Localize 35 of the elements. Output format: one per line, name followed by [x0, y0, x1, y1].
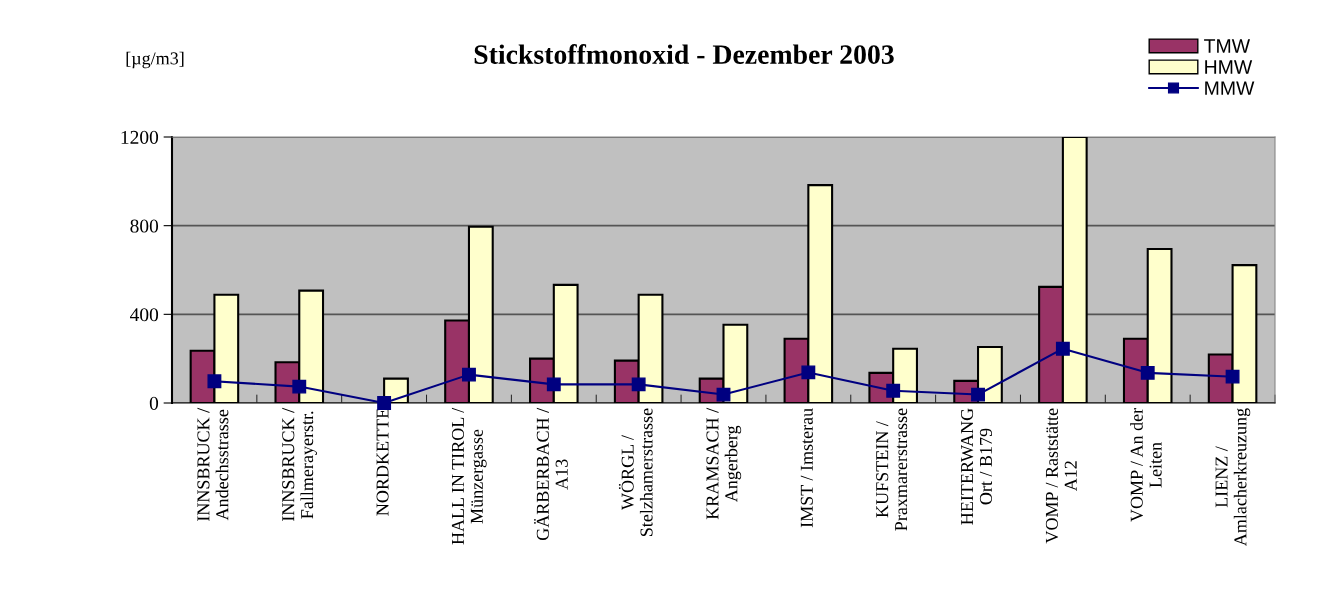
point: [377, 396, 392, 410]
legend-label: TMW: [1204, 39, 1250, 53]
x-tick-label: VOMP / Raststätte A12: [1045, 408, 1077, 544]
x-tick-label: GÄRBERBACH / A13: [534, 407, 568, 541]
point: [971, 387, 985, 402]
x-tick-label: INNSBRUCK / Andechsstrasse: [197, 407, 229, 522]
chart-title: Stickstoffmonoxid - Dezember 2003: [474, 44, 894, 64]
x-tick-label: KUFSTEIN / Praxmarerstrasse: [876, 408, 908, 531]
y-tick-label: 400: [130, 308, 159, 322]
point: [546, 377, 561, 392]
legend-label: HMW: [1205, 60, 1253, 74]
point: [801, 365, 816, 380]
point: [1140, 365, 1155, 380]
point: [1055, 341, 1070, 356]
point: [886, 383, 901, 398]
legend-label: MMW: [1205, 81, 1255, 95]
x-tick-label: KRAMSACH / Angerberg: [706, 407, 742, 520]
y-axis-title: [µg/m3]: [126, 51, 184, 69]
point: [716, 387, 731, 402]
x-tick-label: HALL IN TIROL / Münzergasse: [451, 407, 487, 545]
x-tick-label: VOMP / An der Leiten: [1130, 408, 1162, 522]
point: [207, 374, 222, 389]
x-tick-label: IMST / Imsterau: [800, 408, 813, 528]
y-tick-label: 0: [149, 396, 159, 410]
y-tick-label: 1200: [121, 130, 159, 144]
x-tick-label: LIENZ / Amlacherkreuzung: [1215, 408, 1251, 547]
point: [1225, 369, 1240, 384]
x-tick-label: HEITERWANG Ort / B179: [960, 408, 992, 525]
point: [292, 379, 307, 394]
point: [631, 377, 646, 392]
x-tick-label: INNSBRUCK / Fallmerayerstr.: [282, 407, 317, 522]
x-tick-label: WÖRGL / Stelzhamerstrasse: [618, 408, 653, 537]
x-tick-label: NORDKETTE: [376, 408, 389, 516]
y-tick-label: 800: [130, 219, 159, 233]
point: [462, 367, 476, 382]
